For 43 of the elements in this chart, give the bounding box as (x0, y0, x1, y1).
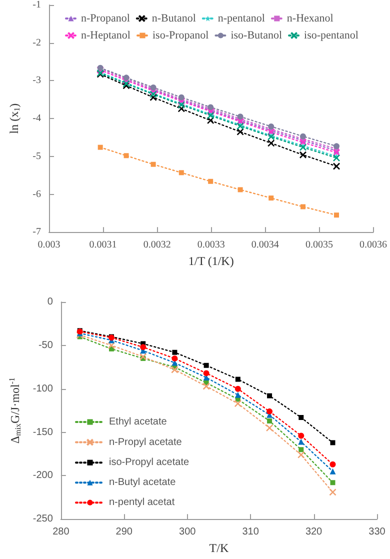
y-tick-label: -2 (32, 37, 41, 48)
x-axis-title: 1/T (1/K) (188, 254, 234, 268)
legend-label: iso-Propanol (152, 30, 209, 42)
legend-label: n-Butyl acetate (109, 477, 176, 488)
legend-label: n-Heptanol (81, 30, 130, 42)
legend-label: n-pentyl acetat (109, 497, 175, 508)
x-tick-label: 0.0032 (143, 240, 171, 251)
x-tick-label: 0.0034 (251, 240, 279, 251)
x-tick-label: 290 (116, 526, 133, 538)
y-tick-label: -4 (32, 113, 41, 124)
legend-label: n-Propanol (81, 12, 130, 24)
x-tick-label: 310 (242, 526, 260, 538)
x-tick-label: 0.0031 (89, 240, 117, 251)
x-tick-label: 330 (368, 526, 386, 538)
y-tick-label: -7 (32, 226, 41, 238)
y-tick-label: -1 (32, 0, 41, 10)
x-tick-label: 280 (52, 526, 70, 538)
legend-label: iso-Butanol (230, 30, 282, 42)
legend-label: iso-Propyl acetate (109, 457, 190, 468)
x-tick-label: 300 (179, 526, 196, 538)
y-tick-label: 0 (47, 296, 54, 308)
y-tick-label: -150 (32, 426, 54, 438)
legend-label: n-Butanol (152, 12, 196, 24)
y-tick-label: -100 (32, 383, 54, 394)
y-axis-title: ln (x1) (7, 103, 22, 134)
x-tick-label: 320 (305, 526, 323, 538)
y-tick-label: -250 (32, 514, 54, 525)
y-tick-label: -200 (32, 470, 54, 482)
x-tick-label: 0.003 (38, 240, 60, 251)
y-tick-label: -6 (32, 188, 41, 200)
legend-label: n-Propyl acetate (109, 436, 182, 448)
legend-label: iso-pentanol (304, 30, 358, 42)
y-axis-title: ΔmixG/J·mol-1 (8, 377, 22, 444)
x-tick-label: 0.0033 (197, 240, 225, 251)
y-tick-label: -3 (32, 75, 41, 86)
y-tick-label: -50 (38, 340, 54, 351)
legend-label: n-pentanol (218, 12, 265, 24)
legend-label: n-Hexanol (286, 12, 334, 24)
x-axis-title: T/K (209, 541, 229, 555)
legend-label: Ethyl acetate (109, 416, 168, 428)
y-tick-label: -5 (32, 150, 41, 162)
x-tick-label: 0.0035 (305, 240, 333, 251)
x-tick-label: 0.0036 (360, 240, 387, 251)
